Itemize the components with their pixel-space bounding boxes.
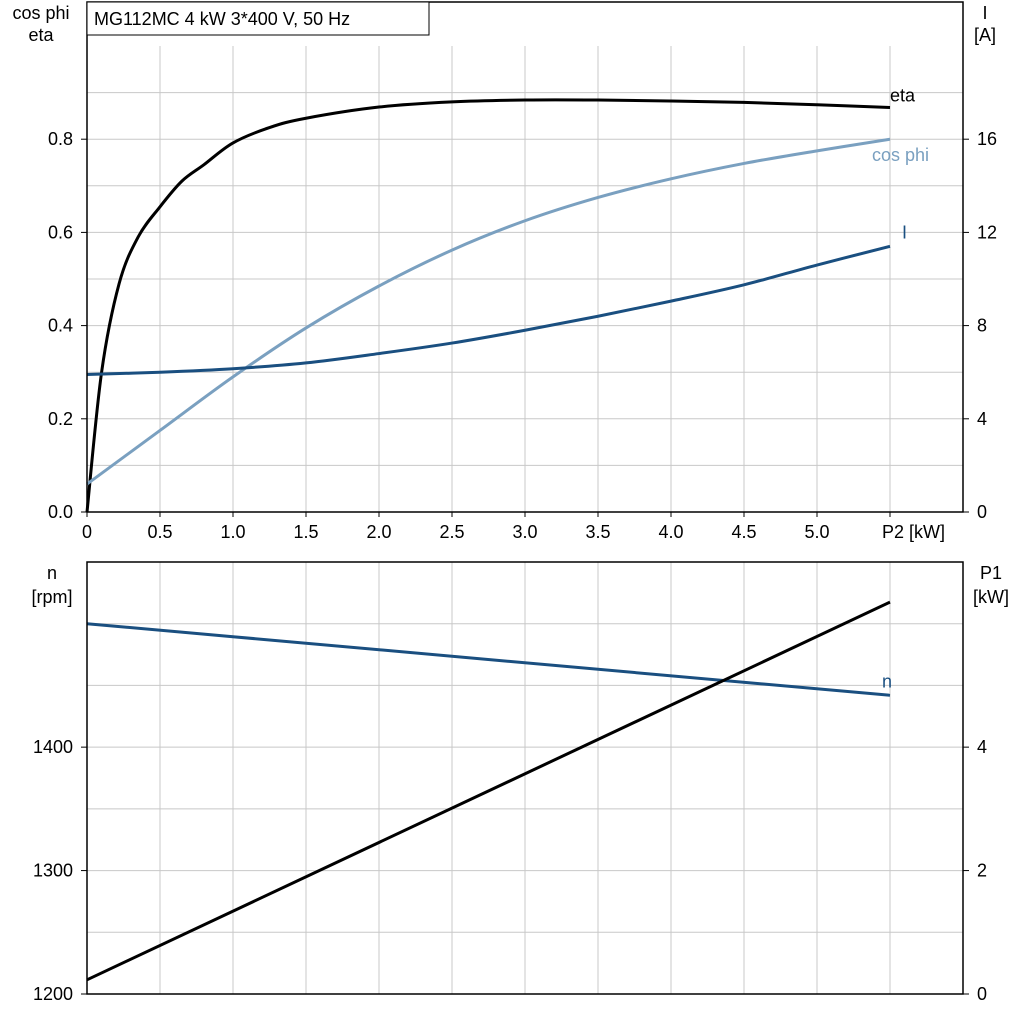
- left-axis-tick-label: 1400: [33, 737, 73, 757]
- bottom-chart-series: n: [86, 600, 892, 982]
- x-axis-tick-label: 4.5: [731, 522, 756, 542]
- left-axis-label-cosphi: cos phi: [12, 3, 69, 23]
- series-line-1-1: [86, 600, 891, 982]
- right-axis-tick-label: 4: [977, 409, 987, 429]
- series-line-cos-phi: [86, 137, 891, 486]
- x-axis-tick-label: 2.5: [439, 522, 464, 542]
- right-axis-tick-label: 0: [977, 984, 987, 1004]
- title-box: [86, 1, 430, 36]
- right-axis-tick-label: 12: [977, 222, 997, 242]
- left-axis-tick-label: 0.6: [48, 222, 73, 242]
- x-axis-tick-label: 4.0: [658, 522, 683, 542]
- left-axis-label-eta: eta: [28, 25, 54, 45]
- left-axis-label-speed: n: [47, 563, 57, 583]
- right-axis-tick-label: 2: [977, 861, 987, 881]
- x-axis-label: P2 [kW]: [882, 522, 945, 542]
- left-axis-tick-label: 1200: [33, 984, 73, 1004]
- x-axis-tick-label: 5.0: [804, 522, 829, 542]
- right-axis-label-power: P1: [980, 563, 1002, 583]
- left-axis-tick-label: 1300: [33, 861, 73, 881]
- series-label-n: n: [882, 671, 892, 691]
- right-axis-tick-label: 4: [977, 737, 987, 757]
- top-chart-grid: [87, 46, 963, 512]
- x-axis-tick-label: 3.0: [512, 522, 537, 542]
- series-line-n: [86, 622, 891, 697]
- right-axis-label-current-unit: [A]: [974, 25, 996, 45]
- bottom-chart-ticks: 1200 1300 1400 0 2 4: [33, 737, 987, 1004]
- series-line-eta: [85, 98, 891, 513]
- right-axis-tick-label: 16: [977, 129, 997, 149]
- left-axis-label-speed-unit: [rpm]: [31, 587, 72, 607]
- series-label-eta: eta: [890, 86, 916, 106]
- series-line-i: [86, 244, 891, 377]
- x-axis-tick-label: 2.0: [366, 522, 391, 542]
- x-axis-tick-label: 0: [82, 522, 92, 542]
- right-axis-label-current: I: [982, 3, 987, 23]
- left-axis-tick-label: 0.2: [48, 409, 73, 429]
- series-label-i: I: [902, 222, 907, 242]
- right-axis-label-power-unit: [kW]: [973, 587, 1009, 607]
- series-label-cos-phi: cos phi: [872, 145, 929, 165]
- top-chart-ticks: 0.0 0.2 0.4 0.6 0.8 0 4 8 12 16 0 0.5 1.0 1.5 2.0 2.5 3.…: [48, 129, 997, 542]
- left-axis-tick-label: 0.0: [48, 502, 73, 522]
- x-axis-tick-label: 1.5: [293, 522, 318, 542]
- bottom-chart-frame: [86, 561, 964, 995]
- right-axis-tick-label: 0: [977, 502, 987, 522]
- x-axis-tick-label: 1.0: [220, 522, 245, 542]
- left-axis-tick-label: 0.4: [48, 316, 73, 336]
- top-chart-series: eta cos phi I: [85, 86, 929, 513]
- x-axis-tick-label: 0.5: [147, 522, 172, 542]
- right-axis-tick-label: 8: [977, 316, 987, 336]
- x-axis-tick-label: 3.5: [585, 522, 610, 542]
- chart-title: MG112MC 4 kW 3*400 V, 50 Hz: [94, 9, 350, 29]
- bottom-chart-grid: [87, 562, 963, 994]
- left-axis-tick-label: 0.8: [48, 129, 73, 149]
